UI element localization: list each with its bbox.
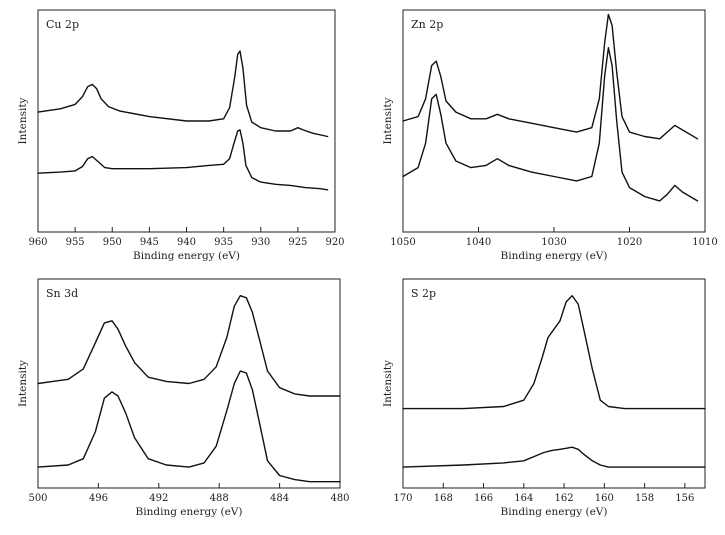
cu-2p-panel: Cu 2p Intensity Binding energy (eV) 960 9… (17, 9, 345, 262)
zn-2p-x-tick-label: 1040 (466, 237, 491, 248)
cu-2p-x-tick-label: 940 (177, 237, 196, 248)
s-2p-y-axis-label: Intensity (382, 360, 394, 407)
cu-2p-x-axis-label: Binding energy (eV) (133, 250, 240, 262)
sn-3d-spectrum-line-2 (37, 370, 341, 483)
cu-2p-x-tick-label: 935 (214, 237, 233, 248)
s-2p-spectrum-line-1 (402, 295, 706, 410)
sn-3d-spectra (37, 295, 341, 483)
cu-2p-x-tick-label: 955 (66, 237, 85, 248)
cu-2p-panel-title: Cu 2p (46, 18, 79, 31)
sn-3d-x-tick-label: 480 (330, 493, 349, 504)
s-2p-x-tick-label: 156 (675, 493, 694, 504)
s-2p-x-axis-label: Binding energy (eV) (501, 506, 608, 518)
sn-3d-panel: Sn 3d Intensity Binding energy (eV) 500 4… (17, 278, 350, 518)
cu-2p-x-tick-label: 930 (251, 237, 270, 248)
cu-2p-spectrum-line-1 (37, 50, 329, 138)
zn-2p-x-ticks: 1050 1040 1030 1020 1010 (390, 227, 718, 248)
s-2p-spectrum-line-2 (402, 446, 706, 468)
zn-2p-panel: Zn 2p Intensity Binding energy (eV) 1050… (382, 9, 718, 262)
s-2p-x-tick-label: 166 (474, 493, 493, 504)
zn-2p-spectrum-line-2 (402, 47, 699, 202)
cu-2p-spectra (37, 50, 329, 191)
cu-2p-x-tick-label: 925 (288, 237, 307, 248)
sn-3d-y-axis-label: Intensity (17, 360, 29, 407)
sn-3d-x-tick-label: 484 (270, 493, 289, 504)
sn-3d-x-tick-label: 488 (210, 493, 229, 504)
zn-2p-x-tick-label: 1030 (541, 237, 566, 248)
zn-2p-panel-title: Zn 2p (411, 18, 443, 31)
s-2p-x-tick-label: 160 (595, 493, 614, 504)
cu-2p-x-tick-label: 920 (325, 237, 344, 248)
sn-3d-x-ticks: 500 496 492 488 484 480 (28, 483, 350, 504)
zn-2p-spectra (402, 13, 699, 202)
cu-2p-x-tick-label: 950 (103, 237, 122, 248)
sn-3d-x-axis-label: Binding energy (eV) (136, 506, 243, 518)
sn-3d-x-tick-label: 496 (89, 493, 108, 504)
zn-2p-plot-frame (402, 9, 706, 233)
cu-2p-x-ticks: 960 955 950 945 940 935 930 925 920 (28, 227, 345, 248)
zn-2p-spectrum-line-1 (402, 13, 699, 140)
sn-3d-x-tick-label: 500 (28, 493, 47, 504)
zn-2p-x-axis-label: Binding energy (eV) (501, 250, 608, 262)
sn-3d-panel-title: Sn 3d (46, 287, 78, 300)
sn-3d-x-tick-label: 492 (149, 493, 168, 504)
s-2p-x-ticks: 170 168 166 164 162 160 158 156 (393, 483, 694, 504)
cu-2p-y-axis-label: Intensity (17, 97, 29, 144)
cu-2p-spectrum-line-2 (37, 129, 329, 191)
sn-3d-spectrum-line-1 (37, 295, 341, 397)
s-2p-spectra (402, 295, 706, 468)
zn-2p-x-tick-label: 1020 (617, 237, 642, 248)
s-2p-x-tick-label: 164 (514, 493, 533, 504)
s-2p-x-tick-label: 158 (635, 493, 654, 504)
cu-2p-x-tick-label: 945 (140, 237, 159, 248)
s-2p-x-tick-label: 162 (555, 493, 574, 504)
zn-2p-y-axis-label: Intensity (382, 97, 394, 144)
zn-2p-x-tick-label: 1010 (692, 237, 717, 248)
s-2p-panel: S 2p Intensity Binding energy (eV) 170 16… (382, 278, 706, 518)
zn-2p-x-tick-label: 1050 (390, 237, 415, 248)
s-2p-x-tick-label: 168 (434, 493, 453, 504)
s-2p-plot-frame (402, 278, 706, 489)
s-2p-x-tick-label: 170 (393, 493, 412, 504)
s-2p-panel-title: S 2p (411, 287, 436, 300)
cu-2p-x-tick-label: 960 (28, 237, 47, 248)
